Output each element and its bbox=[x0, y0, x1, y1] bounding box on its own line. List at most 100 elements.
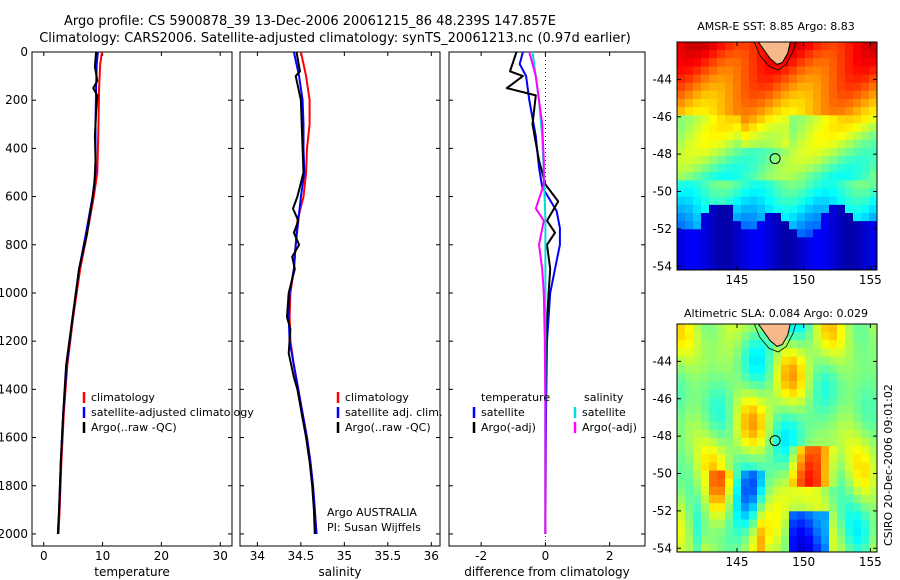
heatmap-cell bbox=[709, 99, 718, 108]
heatmap-cell bbox=[845, 389, 854, 398]
heatmap-cell bbox=[733, 438, 742, 447]
heatmap-cell bbox=[869, 188, 878, 198]
heatmap-cell bbox=[781, 543, 790, 553]
heatmap-cell bbox=[773, 237, 782, 246]
heatmap-cell bbox=[781, 229, 790, 238]
heatmap-cell bbox=[845, 381, 854, 390]
heatmap-cell bbox=[725, 123, 734, 132]
heatmap-cell bbox=[789, 196, 798, 206]
heatmap-cell bbox=[733, 340, 742, 349]
heatmap-cell bbox=[821, 237, 830, 246]
heatmap-cell bbox=[725, 356, 734, 366]
heatmap-cell bbox=[677, 421, 686, 431]
heatmap-cell bbox=[813, 535, 822, 545]
heatmap-cell bbox=[677, 66, 686, 75]
heatmap-cell bbox=[845, 405, 854, 414]
heatmap-cell bbox=[861, 196, 870, 206]
heatmap-cell bbox=[741, 50, 750, 59]
heatmap-cell bbox=[829, 229, 838, 238]
heatmap-cell bbox=[765, 405, 774, 414]
heatmap-cell bbox=[701, 204, 710, 214]
heatmap-cell bbox=[701, 397, 710, 406]
heatmap-cell bbox=[765, 156, 774, 165]
heatmap-cell bbox=[685, 82, 694, 92]
heatmap-cell bbox=[725, 324, 734, 333]
heatmap-cell bbox=[845, 413, 854, 423]
heatmap-cell bbox=[773, 147, 782, 157]
heatmap-cell bbox=[733, 446, 742, 455]
heatmap-cell bbox=[821, 99, 830, 108]
heatmap-cell bbox=[701, 229, 710, 238]
heatmap-cell bbox=[829, 82, 838, 92]
heatmap-cell bbox=[781, 340, 790, 349]
heatmap-cell bbox=[717, 131, 726, 141]
heatmap-cell bbox=[685, 115, 694, 124]
heatmap-cell bbox=[837, 405, 846, 414]
heatmap-cell bbox=[813, 172, 822, 181]
heatmap-cell bbox=[845, 107, 854, 116]
heatmap-cell bbox=[789, 123, 798, 132]
heatmap-cell bbox=[741, 405, 750, 414]
heatmap-cell bbox=[677, 245, 686, 255]
heatmap-cell bbox=[869, 397, 878, 406]
heatmap-cell bbox=[733, 180, 742, 189]
heatmap-cell bbox=[773, 511, 782, 520]
heatmap-cell bbox=[829, 372, 838, 382]
heatmap-cell bbox=[677, 90, 686, 100]
heatmap-cell bbox=[733, 389, 742, 398]
heatmap-cell bbox=[709, 237, 718, 246]
heatmap-cell bbox=[685, 511, 694, 520]
heatmap-cell bbox=[701, 413, 710, 423]
heatmap-cell bbox=[845, 348, 854, 357]
heatmap-cell bbox=[765, 82, 774, 92]
heatmap-cell bbox=[757, 364, 766, 374]
heatmap-cell bbox=[805, 196, 814, 206]
heatmap-cell bbox=[861, 221, 870, 230]
heatmap-cell bbox=[773, 82, 782, 92]
heatmap-cell bbox=[797, 107, 806, 116]
y-tick-label: 400 bbox=[5, 141, 28, 155]
heatmap-cell bbox=[685, 156, 694, 165]
lat-tick-label: -48 bbox=[652, 429, 672, 443]
heatmap-cell bbox=[797, 519, 806, 528]
heatmap-cell bbox=[693, 139, 702, 149]
heatmap-cell bbox=[765, 381, 774, 390]
heatmap-cell bbox=[693, 123, 702, 132]
heatmap-cell bbox=[741, 147, 750, 157]
heatmap-cell bbox=[693, 66, 702, 75]
heatmap-cell bbox=[709, 340, 718, 349]
heatmap-cell bbox=[717, 42, 726, 51]
heatmap-cell bbox=[749, 486, 758, 496]
heatmap-cell bbox=[789, 147, 798, 157]
heatmap-cell bbox=[677, 188, 686, 198]
heatmap-cell bbox=[733, 356, 742, 366]
heatmap-cell bbox=[869, 66, 878, 75]
legend-label: satellite adj. clim. bbox=[345, 406, 442, 419]
heatmap-cell bbox=[749, 535, 758, 545]
heatmap-cell bbox=[749, 454, 758, 463]
heatmap-cell bbox=[813, 42, 822, 51]
heatmap-cell bbox=[677, 340, 686, 349]
series-line-temperature-satellite bbox=[518, 51, 561, 535]
heatmap-cell bbox=[853, 50, 862, 59]
heatmap-cell bbox=[765, 519, 774, 528]
heatmap-cell bbox=[749, 253, 758, 263]
heatmap-cell bbox=[853, 99, 862, 108]
heatmap-cell bbox=[829, 478, 838, 488]
heatmap-cell bbox=[845, 438, 854, 447]
heatmap-cell bbox=[789, 221, 798, 230]
heatmap-cell bbox=[821, 535, 830, 545]
heatmap-cell bbox=[709, 364, 718, 374]
lat-tick-label: -46 bbox=[652, 110, 672, 124]
heatmap-cell bbox=[749, 438, 758, 447]
heatmap-cell bbox=[725, 82, 734, 92]
heatmap-cell bbox=[765, 253, 774, 263]
heatmap-cell bbox=[781, 82, 790, 92]
heatmap-cell bbox=[677, 397, 686, 406]
heatmap-cell bbox=[677, 470, 686, 480]
heatmap-cell bbox=[861, 42, 870, 51]
heatmap-cell bbox=[701, 543, 710, 553]
heatmap-cell bbox=[805, 82, 814, 92]
y-tick-label: 0 bbox=[20, 45, 28, 59]
heatmap-cell bbox=[853, 74, 862, 84]
